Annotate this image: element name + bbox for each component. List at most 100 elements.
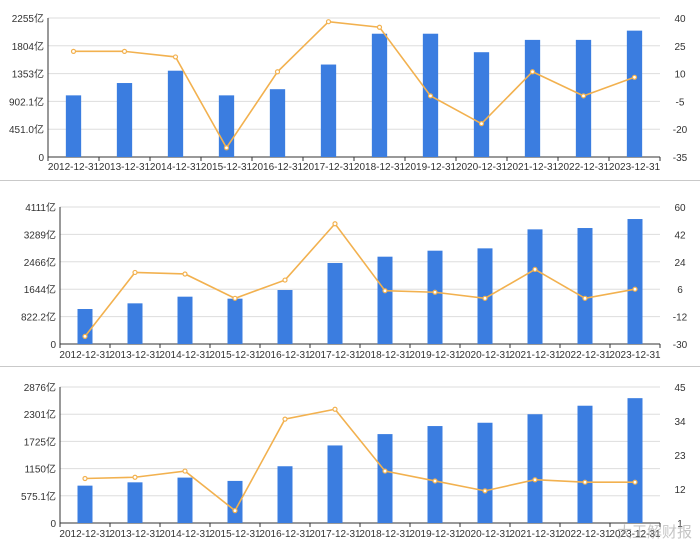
watermark-text: 大王解财报 — [616, 523, 692, 541]
y-tick-label: 822.2亿 — [21, 311, 56, 324]
x-tick-label: 2018-12-31 — [359, 350, 411, 361]
bar — [327, 263, 343, 344]
y-tick-label: 2255亿 — [12, 12, 44, 25]
bar — [427, 426, 443, 523]
growth-point — [580, 93, 587, 99]
y2-tick-label: -35 — [673, 153, 688, 164]
growth-point — [382, 468, 388, 474]
bar — [527, 229, 543, 344]
x-tick-label: 2018-12-31 — [359, 529, 411, 540]
bar — [527, 414, 543, 523]
chart-2-svg: 0 822.2亿 1644亿 2466亿 3289亿 4111亿 -30 -12 6 24 42 60… — [21, 201, 688, 361]
panel-divider — [0, 366, 700, 367]
growth-point — [82, 475, 88, 482]
growth-point — [274, 69, 281, 75]
growth-point — [82, 333, 88, 339]
growth-point — [432, 478, 438, 484]
x-tick-label: 2020-12-31 — [459, 529, 511, 540]
growth-line — [84, 408, 635, 512]
bar — [427, 250, 443, 344]
panel-divider — [0, 180, 700, 181]
bar — [577, 228, 593, 344]
x-tick-label: 2016-12-31 — [259, 350, 311, 361]
bar — [477, 422, 493, 523]
y-tick-label: 1353亿 — [12, 68, 44, 81]
growth-point — [282, 416, 288, 422]
x-tick-label: 2023-12-31 — [609, 529, 661, 540]
x-tick-label: 2013-12-31 — [99, 162, 151, 173]
x-tick-label: 2012-12-31 — [59, 350, 111, 361]
y2-tick-label: 12 — [674, 485, 686, 496]
y-tick-label: 451.0亿 — [9, 123, 44, 136]
x-tick-label: 2022-12-31 — [559, 529, 611, 540]
bar — [177, 477, 193, 523]
growth-point — [582, 479, 588, 485]
x-tick-label: 2019-12-31 — [409, 529, 461, 540]
y2-tick-label: -12 — [673, 313, 688, 324]
bar — [473, 52, 490, 157]
y-tick-label: 0 — [38, 153, 44, 164]
bar — [320, 64, 337, 157]
bar — [377, 256, 393, 344]
growth-point — [532, 266, 538, 273]
x-tick-label: 2020-12-31 — [456, 162, 508, 173]
y-tick-label: 575.1亿 — [21, 490, 56, 503]
y-tick-label: 3289亿 — [24, 228, 56, 241]
growth-line — [84, 222, 636, 337]
bar — [277, 466, 293, 523]
chart-1-svg: 0 451.0亿 902.1亿 1353亿 1804亿 2255亿 -35 -20 -5 10 25… — [9, 12, 688, 173]
bar — [575, 39, 592, 157]
x-tick-label: 2014-12-31 — [150, 162, 202, 173]
growth-point — [482, 488, 488, 494]
x-tick-label: 2016-12-31 — [252, 162, 304, 173]
bar — [65, 95, 82, 157]
bar — [77, 485, 93, 523]
x-tick-label: 2015-12-31 — [209, 529, 261, 540]
bar — [167, 70, 184, 157]
chart-3-svg: 0 575.1亿 1150亿 1725亿 2301亿 2876亿 1 12 23 34 45 2012… — [21, 381, 686, 540]
growth-point — [223, 145, 230, 151]
x-tick-label: 2020-12-31 — [459, 350, 511, 361]
growth-point — [282, 277, 288, 283]
bar — [227, 480, 243, 523]
chart-panel-3: 0 575.1亿 1150亿 1725亿 2301亿 2876亿 1 12 23 34 45 2012… — [0, 374, 700, 546]
bar — [177, 296, 193, 344]
bar — [227, 298, 243, 344]
bar — [371, 33, 388, 158]
growth-point — [172, 54, 179, 60]
y-tick-label: 2466亿 — [24, 256, 56, 269]
y-tick-label: 1725亿 — [24, 435, 56, 448]
x-tick-label: 2013-12-31 — [109, 529, 161, 540]
growth-point — [632, 286, 638, 292]
y2-tick-label: 42 — [674, 230, 686, 241]
y-tick-label: 1804亿 — [12, 40, 44, 53]
y2-tick-label: -30 — [673, 340, 688, 351]
y2-tick-label: 34 — [674, 417, 686, 428]
growth-point — [325, 19, 332, 25]
x-tick-label: 2022-12-31 — [558, 162, 610, 173]
growth-point — [232, 295, 238, 301]
x-tick-label: 2015-12-31 — [201, 162, 253, 173]
growth-point — [332, 221, 338, 227]
growth-point — [478, 121, 485, 127]
y-tick-label: 2301亿 — [24, 408, 56, 421]
x-tick-label: 2012-12-31 — [48, 162, 100, 173]
bar — [77, 309, 93, 344]
x-tick-label: 2012-12-31 — [59, 529, 111, 540]
y-tick-label: 1644亿 — [24, 283, 56, 296]
y-tick-label: 0 — [50, 340, 56, 351]
growth-point — [332, 406, 338, 412]
x-tick-label: 2014-12-31 — [159, 350, 211, 361]
bar — [127, 482, 143, 523]
growth-point — [632, 479, 638, 485]
growth-point — [70, 48, 77, 54]
y-tick-label: 2876亿 — [24, 381, 56, 394]
y2-tick-label: 45 — [674, 383, 686, 394]
growth-point — [631, 74, 638, 80]
growth-point — [482, 295, 488, 301]
x-tick-label: 2016-12-31 — [259, 529, 311, 540]
y2-tick-label: 25 — [674, 42, 686, 53]
bar — [377, 434, 393, 523]
growth-point — [182, 468, 188, 474]
bar — [127, 303, 143, 344]
